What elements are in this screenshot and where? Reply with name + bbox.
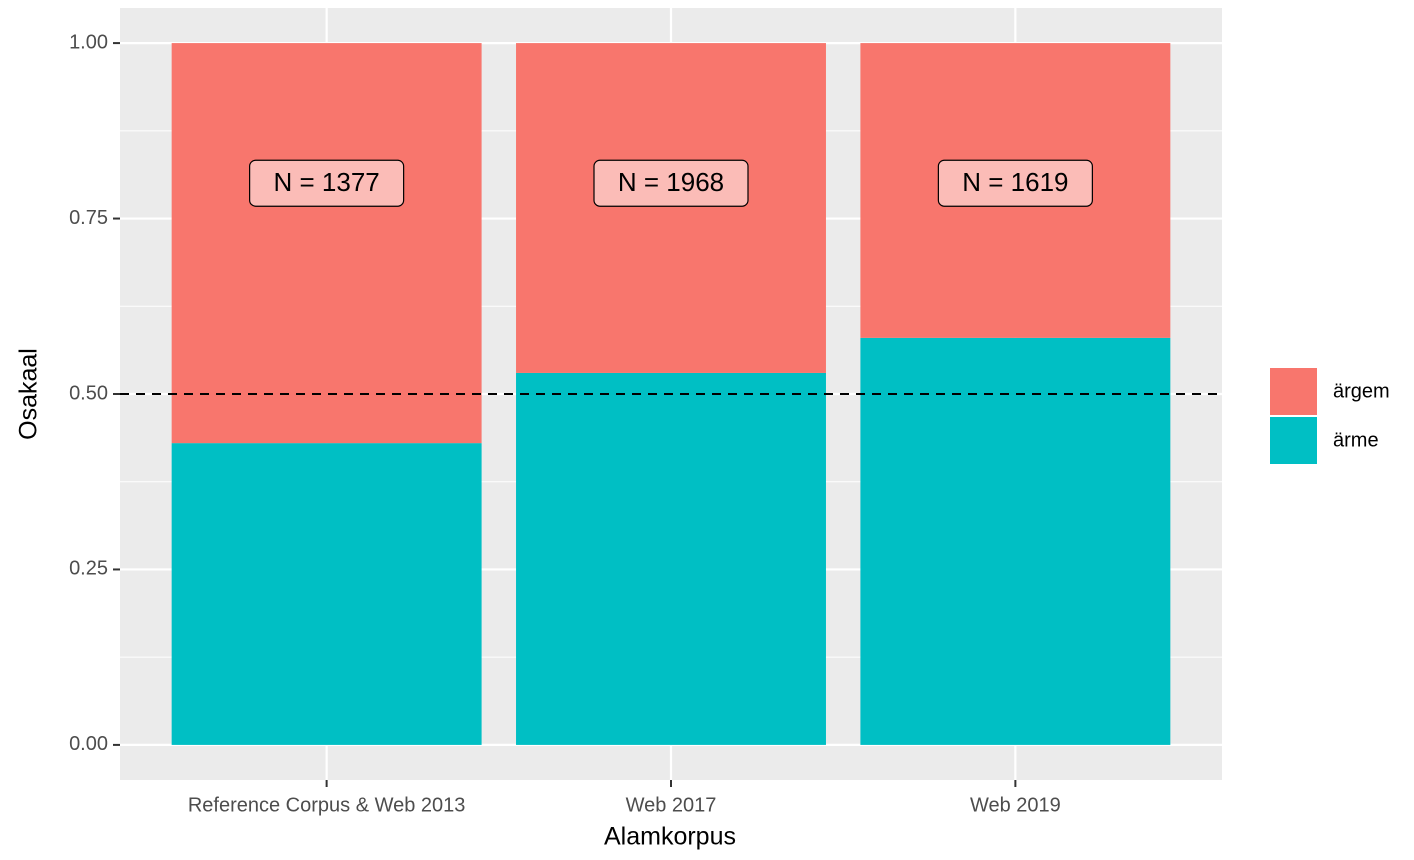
y-tick-label: 0.25 <box>69 558 108 580</box>
bar-segment <box>171 443 482 745</box>
y-tick-label: 0.75 <box>69 207 108 229</box>
annotation-box <box>937 159 1093 207</box>
x-tick-label: Web 2017 <box>626 794 717 816</box>
legend-key <box>1270 368 1317 415</box>
x-tick-label: Reference Corpus & Web 2013 <box>188 794 466 816</box>
y-axis-title: Osakaal <box>15 348 43 440</box>
legend-label: ärme <box>1333 429 1379 451</box>
bar-segment <box>516 43 826 373</box>
bar-segment <box>516 372 826 745</box>
y-tick-label: 0.50 <box>69 382 108 404</box>
annotation: N = 1377 <box>274 167 380 197</box>
annotation-box <box>593 159 749 207</box>
annotation-box <box>249 159 405 207</box>
y-tick-label: 0.00 <box>69 733 108 755</box>
legend-label: ärgem <box>1333 380 1390 402</box>
x-axis-title: Alamkorpus <box>604 823 736 851</box>
y-tick-label: 1.00 <box>69 31 108 53</box>
x-tick-label: Web 2019 <box>970 794 1061 816</box>
legend-key <box>1270 417 1317 464</box>
bar-segment <box>860 337 1171 745</box>
annotation: N = 1968 <box>618 167 724 197</box>
bar-segment <box>171 43 482 444</box>
annotation: N = 1619 <box>962 167 1068 197</box>
